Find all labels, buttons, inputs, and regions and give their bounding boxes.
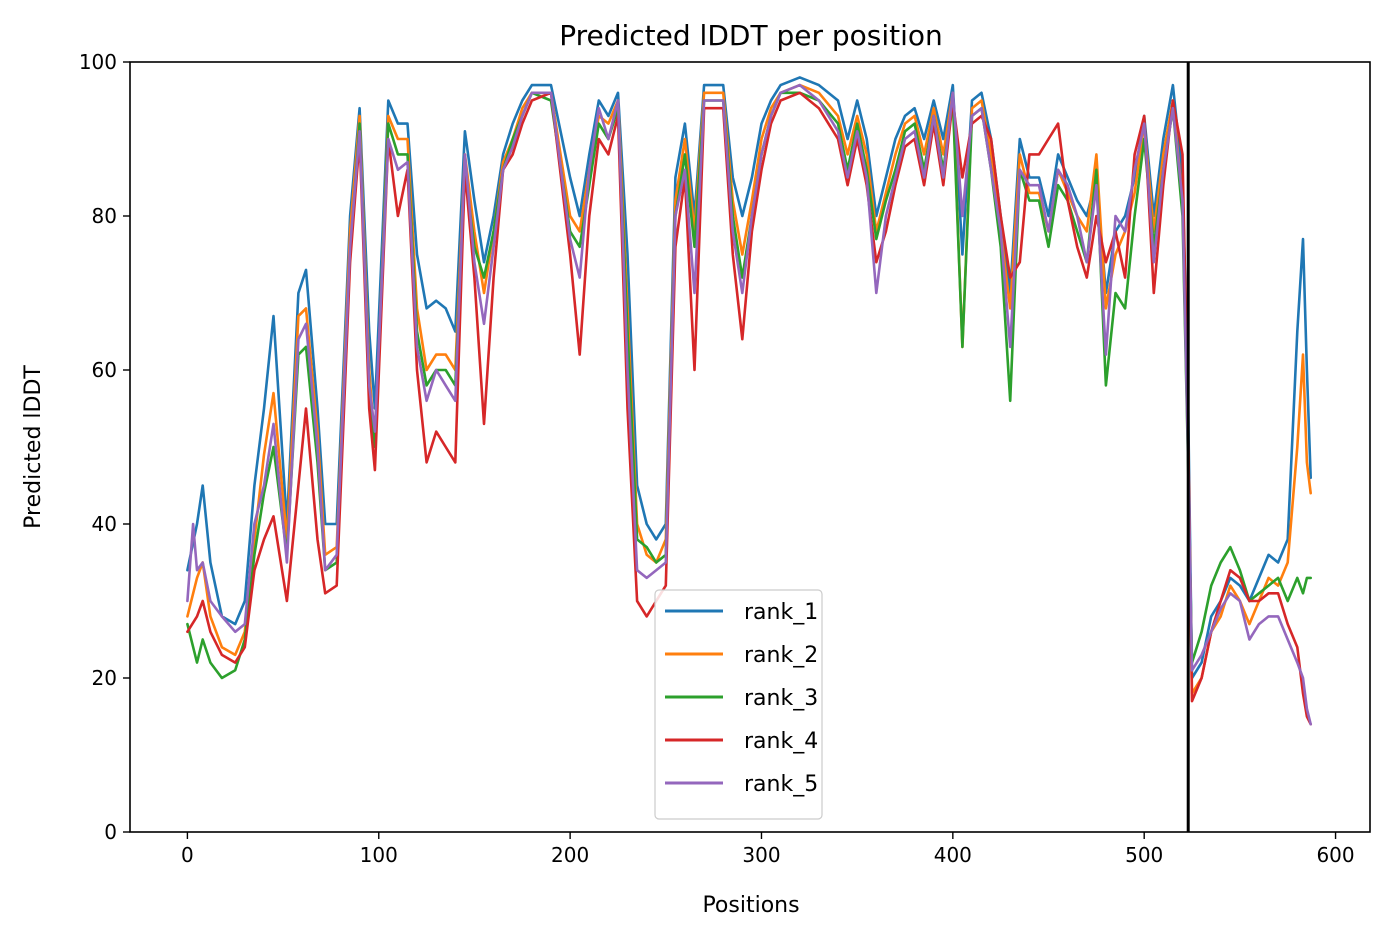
x-tick-label: 400	[934, 843, 972, 867]
y-tick-label: 100	[79, 50, 117, 74]
chart-title: Predicted lDDT per position	[559, 19, 943, 52]
legend-label-rank_2: rank_2	[744, 643, 818, 668]
y-axis-label: Predicted lDDT	[21, 365, 46, 529]
y-tick-label: 20	[92, 666, 117, 690]
series-line-rank_5	[186, 83, 1312, 726]
legend-label-rank_4: rank_4	[744, 729, 818, 754]
legend-label-rank_5: rank_5	[744, 772, 818, 797]
series-line-rank_4	[186, 91, 1312, 726]
x-tick-label: 500	[1125, 843, 1163, 867]
x-tick-label: 300	[742, 843, 780, 867]
legend-label-rank_3: rank_3	[744, 686, 818, 711]
y-tick-label: 0	[104, 820, 117, 844]
axis-ticks: 0 100 200 300 400 500 600 0 20 40 60 80 100	[79, 50, 1355, 867]
y-tick-label: 80	[92, 204, 117, 228]
x-tick-label: 600	[1316, 843, 1354, 867]
legend-label-rank_1: rank_1	[744, 600, 818, 625]
legend: rank_1 rank_2 rank_3 rank_4 rank_5	[654, 589, 823, 820]
series-line-rank_1	[186, 76, 1312, 680]
x-axis-label: Positions	[702, 893, 799, 918]
legend-box	[654, 589, 823, 820]
x-tick-label: 200	[551, 843, 589, 867]
plot-frame	[129, 61, 1371, 833]
plot-area	[186, 62, 1312, 832]
y-tick-label: 60	[92, 358, 117, 382]
y-tick-label: 40	[92, 512, 117, 536]
x-tick-label: 100	[360, 843, 398, 867]
x-tick-label: 0	[181, 843, 194, 867]
